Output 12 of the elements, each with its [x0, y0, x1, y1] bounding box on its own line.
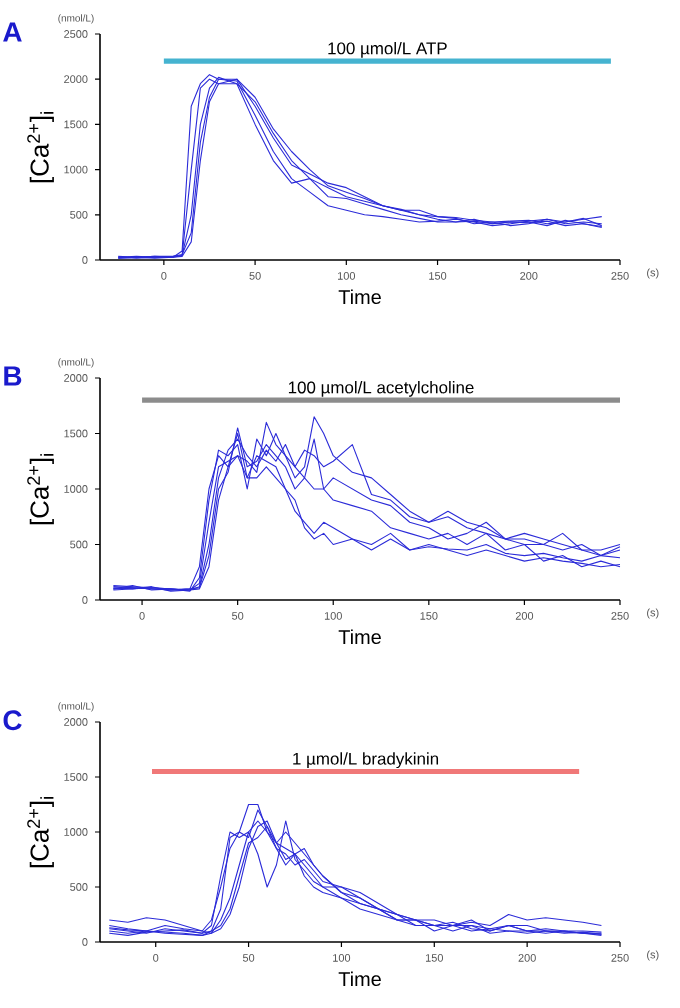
chart-title: C — [3, 710, 22, 731]
series-label: 100 µmol/L acetylcholine — [288, 380, 474, 397]
y-axis-title: [Ca$^{2+}$]$_{i}$ — [27, 112, 54, 183]
y-axis-title: [Ca$^{2+}$]$_{i}$ — [27, 797, 54, 868]
chart-title: B — [4, 366, 22, 386]
x-axis-title: Time — [338, 971, 381, 987]
series-label: 1 µmol/L bradykinin — [293, 752, 439, 769]
x-axis-title: Time — [338, 629, 381, 645]
series-label: 100 µmol/L ATP — [328, 41, 447, 58]
chart-title: A — [3, 22, 22, 42]
x-axis-title: Time — [338, 289, 381, 305]
y-axis-title: [Ca$^{2+}$]$_{i}$ — [27, 454, 54, 525]
